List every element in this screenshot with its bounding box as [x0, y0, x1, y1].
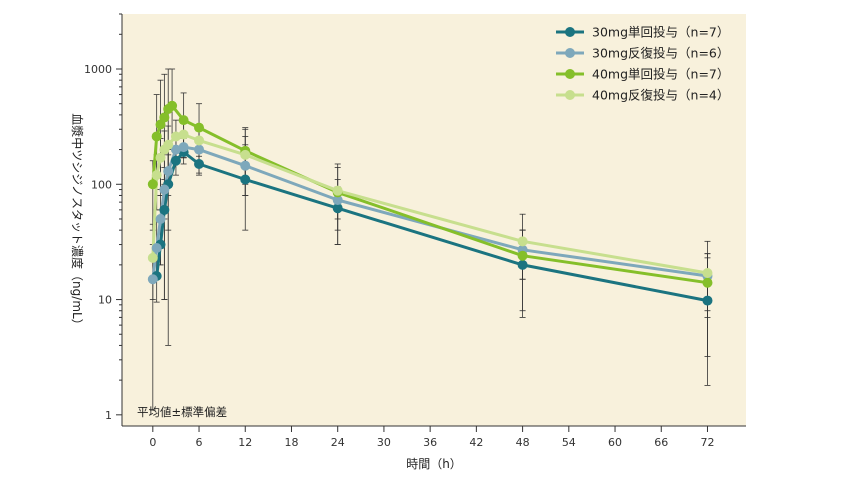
series-layer — [147, 68, 713, 411]
data-point-series-2 — [170, 144, 181, 155]
data-point-series-2 — [240, 160, 251, 171]
data-point-series-2 — [147, 274, 158, 285]
data-point-series-4 — [517, 236, 528, 247]
data-point-series-1 — [159, 204, 170, 215]
data-point-series-1 — [194, 158, 205, 169]
data-point-series-4 — [240, 149, 251, 160]
x-tick-label: 60 — [608, 436, 622, 449]
x-tick-label: 66 — [654, 436, 668, 449]
data-point-series-2 — [159, 184, 170, 195]
legend-swatch-marker — [565, 27, 575, 37]
data-point-series-3 — [178, 115, 189, 126]
data-point-series-3 — [151, 131, 162, 142]
data-point-series-3 — [194, 122, 205, 133]
y-tick-label: 1000 — [84, 63, 112, 76]
x-tick-label: 24 — [331, 436, 345, 449]
data-point-series-3 — [702, 277, 713, 288]
data-point-series-4 — [178, 129, 189, 140]
x-tick-label: 30 — [377, 436, 391, 449]
x-tick-label: 48 — [516, 436, 530, 449]
data-point-series-2 — [151, 243, 162, 254]
legend-swatch-marker — [565, 48, 575, 58]
series-points-group — [147, 100, 713, 306]
legend-label: 30mg単回投与（n=7） — [592, 25, 729, 40]
data-point-series-2 — [194, 144, 205, 155]
x-tick-label: 54 — [562, 436, 576, 449]
y-axis-ticks: 1 10 100 1000 — [84, 13, 122, 422]
legend-swatch-marker — [565, 69, 575, 79]
x-tick-label: 6 — [196, 436, 203, 449]
data-point-series-3 — [147, 179, 158, 190]
data-point-series-4 — [702, 267, 713, 278]
legend-label: 30mg反復投与（n=6） — [592, 46, 729, 61]
data-point-series-4 — [155, 152, 166, 163]
data-point-series-3 — [517, 250, 528, 261]
data-point-series-4 — [332, 185, 343, 196]
data-point-series-1 — [702, 295, 713, 306]
data-point-series-4 — [194, 135, 205, 146]
data-point-series-2 — [332, 195, 343, 206]
data-point-series-3 — [167, 100, 178, 111]
legend-label: 40mg反復投与（n=4） — [592, 88, 729, 103]
legend-swatch-marker — [565, 90, 575, 100]
x-tick-label: 0 — [149, 436, 156, 449]
y-tick-label: 100 — [91, 178, 112, 191]
x-tick-label: 36 — [423, 436, 437, 449]
x-tick-label: 42 — [469, 436, 483, 449]
x-axis-title: 時間（h） — [406, 457, 462, 471]
note-mean-sd: 平均値±標準偏差 — [137, 405, 227, 419]
y-tick-label: 10 — [98, 294, 112, 307]
data-point-series-3 — [159, 112, 170, 123]
legend: 30mg単回投与（n=7） 30mg反復投与（n=6） 40mg単回投与（n=7） 4… — [556, 25, 729, 103]
x-tick-label: 18 — [284, 436, 298, 449]
data-point-series-1 — [332, 203, 343, 214]
x-tick-label: 12 — [238, 436, 252, 449]
x-axis-ticks: 0 6 12 18 24 30 36 42 48 54 60 66 72 — [149, 426, 714, 449]
data-point-series-2 — [155, 213, 166, 224]
data-point-series-2 — [163, 166, 174, 177]
y-axis-title: 血漿中ツシジノスタット濃度（ng/mL） — [70, 113, 85, 330]
data-point-series-2 — [178, 142, 189, 153]
data-point-series-1 — [240, 174, 251, 185]
y-tick-label: 1 — [105, 409, 112, 422]
data-point-series-4 — [147, 252, 158, 263]
data-point-series-4 — [151, 170, 162, 181]
legend-label: 40mg単回投与（n=7） — [592, 67, 729, 82]
plot-background — [122, 14, 746, 426]
data-point-series-4 — [163, 139, 174, 150]
data-point-series-4 — [170, 131, 181, 142]
x-tick-label: 72 — [700, 436, 714, 449]
data-point-series-1 — [170, 155, 181, 166]
data-point-series-1 — [517, 259, 528, 270]
